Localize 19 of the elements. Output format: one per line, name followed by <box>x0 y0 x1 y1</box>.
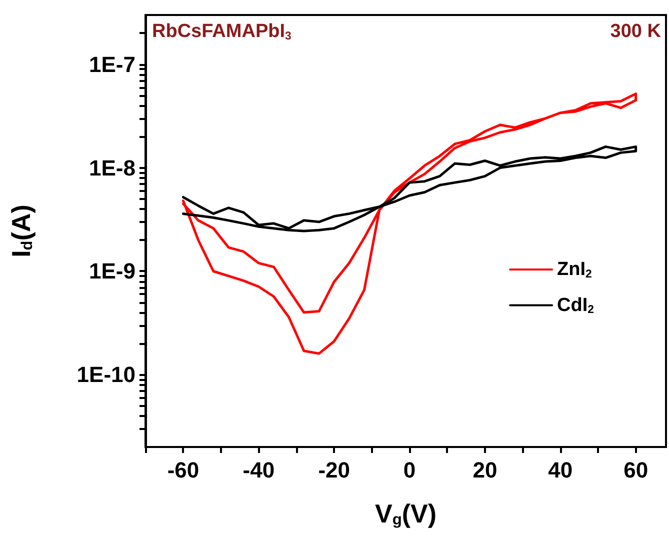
line-series <box>182 92 638 355</box>
x-tick-label: 40 <box>548 458 573 482</box>
y-tick-label: 1E-7 <box>89 52 136 77</box>
y-tick-label: 1E-8 <box>89 155 136 180</box>
annotation: 300 K <box>610 21 662 42</box>
x-tick-label: 0 <box>403 458 416 482</box>
annotation: RbCsFAMAPbI3 <box>152 21 292 42</box>
legend-label: CdI2 <box>557 294 594 316</box>
y-tick-label: 1E-10 <box>76 362 136 388</box>
line-series <box>182 145 638 232</box>
x-tick-label: 20 <box>472 458 498 482</box>
x-tick-label: 60 <box>624 458 648 482</box>
x-axis-title: Vg(V) <box>374 498 437 528</box>
x-tick-label: -60 <box>167 458 200 482</box>
x-tick-label: -20 <box>318 458 350 482</box>
x-tick-label: -40 <box>242 458 275 482</box>
y-axis-title: Id(A) <box>6 204 36 258</box>
legend-label: ZnI2 <box>557 259 592 280</box>
y-tick-label: 1E-9 <box>89 258 136 284</box>
